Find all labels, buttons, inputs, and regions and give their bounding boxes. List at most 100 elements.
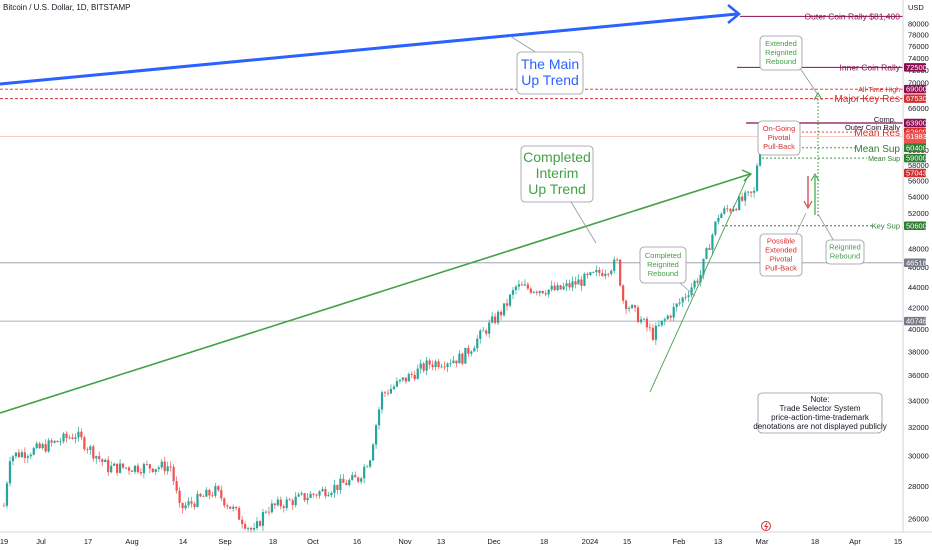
candle-body[interactable]: [431, 364, 434, 368]
candle-body[interactable]: [205, 489, 208, 497]
candle-body[interactable]: [47, 440, 50, 452]
candle-body[interactable]: [574, 281, 577, 285]
candle-body[interactable]: [202, 496, 205, 498]
candle-body[interactable]: [184, 505, 187, 509]
candle-body[interactable]: [476, 338, 479, 349]
candle-body[interactable]: [446, 363, 449, 368]
candle-body[interactable]: [178, 490, 181, 503]
candle-body[interactable]: [627, 308, 631, 310]
candle-body[interactable]: [696, 280, 699, 283]
candle-body[interactable]: [374, 425, 378, 445]
candle-body[interactable]: [726, 208, 729, 210]
candle-body[interactable]: [238, 508, 241, 520]
candle-body[interactable]: [541, 290, 544, 294]
candle-body[interactable]: [720, 213, 723, 219]
candle-body[interactable]: [95, 456, 98, 459]
candle-body[interactable]: [669, 315, 672, 318]
candle-body[interactable]: [672, 306, 675, 318]
candle-body[interactable]: [330, 493, 333, 496]
candle-body[interactable]: [437, 361, 440, 368]
candle-body[interactable]: [71, 437, 74, 439]
candle-body[interactable]: [333, 484, 336, 494]
candle-body[interactable]: [657, 325, 660, 327]
candle-body[interactable]: [449, 363, 452, 364]
candle-body[interactable]: [175, 481, 178, 491]
candle-body[interactable]: [729, 209, 732, 212]
candle-body[interactable]: [53, 440, 56, 443]
candle-body[interactable]: [357, 477, 360, 482]
candle-body[interactable]: [723, 208, 726, 214]
candle-body[interactable]: [464, 347, 467, 364]
candle-body[interactable]: [416, 368, 419, 380]
candle-body[interactable]: [666, 315, 669, 320]
candle-body[interactable]: [363, 466, 366, 479]
candle-body[interactable]: [136, 465, 140, 473]
candle-body[interactable]: [169, 466, 172, 468]
candle-body[interactable]: [440, 366, 443, 368]
candle-body[interactable]: [619, 259, 622, 286]
candle-body[interactable]: [538, 290, 541, 293]
candle-body[interactable]: [276, 499, 279, 506]
candle-body[interactable]: [473, 348, 476, 352]
candle-body[interactable]: [520, 284, 524, 286]
candle-body[interactable]: [502, 303, 506, 316]
candle-body[interactable]: [345, 482, 348, 486]
candle-body[interactable]: [687, 295, 690, 297]
candle-body[interactable]: [148, 464, 151, 469]
candle-body[interactable]: [511, 290, 515, 295]
candle-body[interactable]: [651, 327, 654, 340]
candle-body[interactable]: [678, 302, 681, 304]
candle-body[interactable]: [732, 208, 735, 212]
candle-body[interactable]: [425, 360, 428, 371]
note-callout-box[interactable]: [757, 392, 883, 434]
candle-body[interactable]: [508, 294, 512, 306]
candle-body[interactable]: [309, 493, 312, 498]
candle-body[interactable]: [562, 286, 565, 290]
candle-body[interactable]: [220, 490, 223, 499]
candle-body[interactable]: [529, 288, 532, 293]
candle-body[interactable]: [616, 259, 619, 261]
candle-body[interactable]: [741, 196, 744, 201]
candle-body[interactable]: [327, 495, 330, 497]
candle-body[interactable]: [17, 452, 20, 458]
candle-body[interactable]: [589, 272, 592, 276]
candle-body[interactable]: [690, 287, 693, 296]
candle-body[interactable]: [339, 478, 342, 490]
candle-body[interactable]: [89, 446, 92, 450]
candle-body[interactable]: [264, 511, 268, 513]
candle-body[interactable]: [312, 493, 315, 495]
candle-body[interactable]: [342, 478, 345, 483]
candle-body[interactable]: [681, 297, 684, 303]
candle-body[interactable]: [458, 353, 461, 364]
candle-body[interactable]: [386, 392, 390, 394]
candle-body[interactable]: [401, 377, 404, 380]
candle-body[interactable]: [714, 221, 717, 235]
candle-body[interactable]: [35, 443, 38, 449]
candle-body[interactable]: [41, 444, 44, 449]
candle-body[interactable]: [297, 494, 300, 497]
candle-body[interactable]: [336, 484, 339, 490]
candle-body[interactable]: [68, 437, 71, 439]
candle-body[interactable]: [580, 279, 583, 286]
candle-body[interactable]: [92, 446, 95, 459]
candle-body[interactable]: [499, 311, 503, 316]
candle-body[interactable]: [354, 475, 357, 478]
candle-body[interactable]: [639, 319, 643, 323]
candle-body[interactable]: [252, 528, 256, 530]
candle-body[interactable]: [607, 273, 610, 275]
main-up-trend-callout-box[interactable]: [516, 51, 584, 95]
reignited-rebound-callout-box[interactable]: [825, 239, 865, 265]
candle-body[interactable]: [443, 366, 446, 368]
candle-body[interactable]: [422, 363, 425, 371]
time-axis[interactable]: 19 Jul 17 Aug 14 Sep 18 Oct 16 Nov 13 Dec 18 2024 15 Fe…: [0, 531, 932, 546]
candle-body[interactable]: [142, 464, 145, 474]
candle-body[interactable]: [642, 318, 646, 320]
candle-body[interactable]: [181, 502, 184, 509]
candle-body[interactable]: [491, 316, 494, 323]
candle-body[interactable]: [419, 363, 422, 369]
candle-body[interactable]: [645, 318, 649, 328]
candle-body[interactable]: [249, 528, 253, 530]
candle-body[interactable]: [663, 319, 666, 321]
price-axis[interactable]: 26000 28000 30000 32000 34000 36000 38000 40000…: [902, 0, 929, 532]
